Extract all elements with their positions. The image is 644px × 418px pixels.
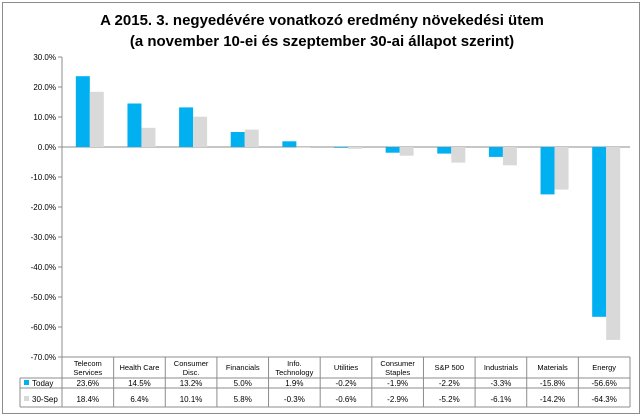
bar-sep30 (451, 147, 466, 163)
chart-subtitle: (a november 10-ei és szeptember 30-ai ál… (129, 33, 515, 50)
category-label: Health Care (119, 363, 159, 372)
data-label: 1.9% (285, 379, 303, 388)
bar-today (592, 147, 607, 317)
data-label: 6.4% (130, 395, 148, 404)
bar-today (179, 107, 194, 147)
bar-sep30 (502, 147, 517, 166)
data-label: -14.2% (540, 395, 565, 404)
y-tick-label: 10.0% (33, 113, 56, 122)
bar-sep30 (244, 129, 259, 147)
data-label: 14.5% (128, 379, 151, 388)
y-tick-label: -10.0% (31, 173, 56, 182)
category-label: Info. (287, 359, 302, 368)
y-tick-label: -60.0% (31, 323, 56, 332)
category-label: Staples (385, 368, 410, 377)
bar-sep30 (296, 147, 311, 148)
data-label: 5.8% (234, 395, 252, 404)
y-tick-label: -30.0% (31, 233, 56, 242)
y-tick-label: 20.0% (33, 83, 56, 92)
y-tick-label: -40.0% (31, 263, 56, 272)
data-label: -0.3% (284, 395, 305, 404)
category-label: Consumer (174, 359, 209, 368)
category-label: Utilities (334, 363, 358, 372)
bar-sep30 (141, 127, 156, 147)
bar-sep30 (554, 147, 569, 190)
category-label: Consumer (380, 359, 415, 368)
legend-label: 30-Sep (32, 395, 58, 404)
bar-today (540, 147, 555, 195)
bar-today (385, 147, 400, 153)
category-label: Energy (592, 363, 616, 372)
data-label: -2.9% (387, 395, 408, 404)
bar-today (488, 147, 503, 157)
bar-today (282, 141, 297, 147)
data-label: -3.3% (490, 379, 511, 388)
legend-key (24, 380, 29, 385)
category-label: Financials (226, 363, 260, 372)
data-label: -64.3% (592, 395, 617, 404)
data-label: -0.6% (336, 395, 357, 404)
bar-sep30 (89, 91, 104, 147)
bar-sep30 (193, 116, 208, 147)
category-label: Telecom (74, 359, 102, 368)
category-label: Materials (537, 363, 568, 372)
data-label: -0.2% (336, 379, 357, 388)
data-label: 18.4% (76, 395, 99, 404)
bar-today (334, 147, 348, 148)
chart-frame (2, 2, 640, 414)
category-label: Industrials (484, 363, 518, 372)
legend-key (24, 396, 29, 401)
bar-today (127, 103, 142, 147)
bar-today (437, 147, 452, 154)
data-label: -2.2% (439, 379, 460, 388)
bar-today (230, 132, 245, 147)
category-label: Technology (275, 368, 313, 377)
y-tick-label: -50.0% (31, 293, 56, 302)
data-label: 5.0% (234, 379, 252, 388)
category-label: Disc. (183, 368, 200, 377)
data-label: -15.8% (540, 379, 565, 388)
bar-sep30 (399, 147, 414, 156)
legend-label: Today (32, 379, 53, 388)
data-label: 13.2% (180, 379, 203, 388)
y-tick-label: 0.0% (38, 143, 56, 152)
data-label: -56.6% (592, 379, 617, 388)
category-label: Services (73, 368, 102, 377)
data-label: 23.6% (76, 379, 99, 388)
bar-today (75, 76, 90, 147)
data-label: -6.1% (490, 395, 511, 404)
y-tick-label: -70.0% (31, 353, 56, 362)
data-label: 10.1% (180, 395, 203, 404)
data-label: -1.9% (387, 379, 408, 388)
y-tick-label: -20.0% (31, 203, 56, 212)
y-tick-label: 30.0% (33, 53, 56, 62)
category-label: S&P 500 (435, 363, 464, 372)
bar-sep30 (606, 147, 621, 340)
chart-title: A 2015. 3. negyedévére vonatkozó eredmén… (100, 12, 544, 29)
bar-sep30 (348, 147, 362, 149)
data-label: -5.2% (439, 395, 460, 404)
